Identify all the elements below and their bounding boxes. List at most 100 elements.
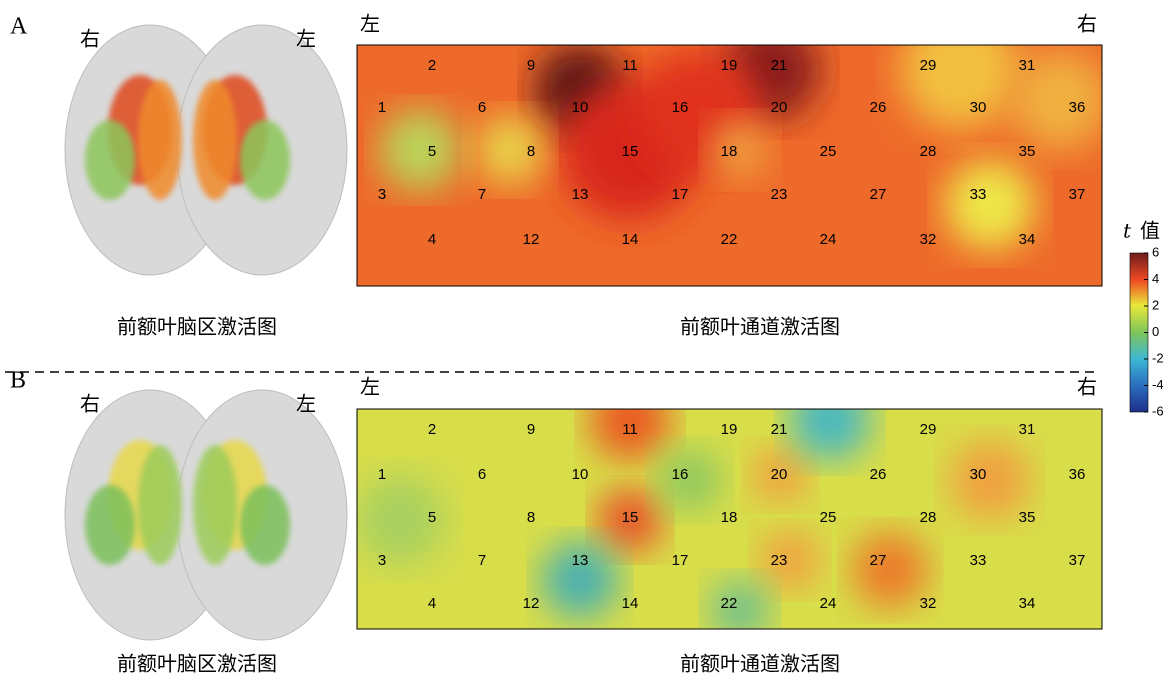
channel-label: 7 xyxy=(478,186,486,203)
channel-label: 32 xyxy=(920,595,937,612)
channel-label: 15 xyxy=(622,509,639,526)
heatmap-blob xyxy=(710,120,770,180)
channel-label: 7 xyxy=(478,552,486,569)
channel-label: 3 xyxy=(378,186,386,203)
channel-label: 12 xyxy=(523,595,540,612)
channel-label: 1 xyxy=(378,466,386,483)
channel-label: 22 xyxy=(721,595,738,612)
brain-right-label: 右 xyxy=(80,27,100,51)
channel-label: 14 xyxy=(622,595,639,612)
channel-label: 18 xyxy=(721,143,738,160)
heatmap-blob xyxy=(790,380,870,460)
channel-label: 2 xyxy=(428,421,436,438)
channel-label: 26 xyxy=(870,99,887,116)
channel-label: 2 xyxy=(428,57,436,74)
channel-label: 10 xyxy=(572,466,589,483)
channel-label: 9 xyxy=(527,421,535,438)
channel-label: 19 xyxy=(721,421,738,438)
channel-label: 23 xyxy=(771,552,788,569)
channel-label: 35 xyxy=(1019,509,1036,526)
activation-blob xyxy=(85,485,135,565)
channel-label: 17 xyxy=(672,186,689,203)
channel-label: 33 xyxy=(970,552,987,569)
channel-label: 11 xyxy=(622,57,638,74)
channel-label: 37 xyxy=(1069,186,1086,203)
activation-blob xyxy=(138,80,182,200)
activation-blob xyxy=(193,80,237,200)
figure: A右左前额叶脑区激活图左右前额叶通道激活图1234567891011121314… xyxy=(0,0,1172,678)
channel-label: 20 xyxy=(771,99,788,116)
brain-caption: 前额叶脑区激活图 xyxy=(117,652,277,676)
heatmap-blob xyxy=(760,530,820,590)
channel-label: 28 xyxy=(920,509,937,526)
channel-label: 22 xyxy=(721,231,738,248)
channel-label: 17 xyxy=(672,552,689,569)
channel-label: 27 xyxy=(870,552,887,569)
brain-caption: 前额叶脑区激活图 xyxy=(117,315,277,339)
brain-left-label: 左 xyxy=(296,27,316,51)
channel-label: 25 xyxy=(820,509,837,526)
channel-label: 34 xyxy=(1019,231,1036,248)
colorbar-tick-label: 4 xyxy=(1152,271,1159,286)
channel-label: 4 xyxy=(428,231,436,248)
channel-label: 21 xyxy=(771,421,788,438)
channel-label: 16 xyxy=(672,99,689,116)
channel-label: 32 xyxy=(920,231,937,248)
heatmap-blob xyxy=(710,580,770,640)
channel-label: 27 xyxy=(870,186,887,203)
channel-label: 13 xyxy=(572,186,589,203)
channel-label: 10 xyxy=(572,99,589,116)
colorbar-title: 值 xyxy=(1140,219,1160,243)
brain-image xyxy=(65,25,347,275)
channel-label: 29 xyxy=(920,421,937,438)
activation-blob xyxy=(138,445,182,565)
channel-label: 11 xyxy=(622,421,638,438)
brain-left-label: 左 xyxy=(296,392,316,416)
channel-label: 18 xyxy=(721,509,738,526)
brain-image xyxy=(65,390,347,640)
activation-blob xyxy=(193,445,237,565)
colorbar-tick-label: 6 xyxy=(1152,244,1159,259)
colorbar-tick-label: -2 xyxy=(1152,350,1164,365)
channel-label: 25 xyxy=(820,143,837,160)
channel-label: 15 xyxy=(622,143,639,160)
heatmap-right-label: 右 xyxy=(1077,375,1097,399)
channel-label: 1 xyxy=(378,99,386,116)
heatmap-caption: 前额叶通道激活图 xyxy=(680,652,840,676)
channel-label: 8 xyxy=(527,509,535,526)
panel-letter: B xyxy=(10,368,26,394)
colorbar-tick-label: -6 xyxy=(1152,403,1164,418)
channel-label: 4 xyxy=(428,595,436,612)
channel-label: 36 xyxy=(1069,99,1086,116)
channel-label: 30 xyxy=(970,466,987,483)
colorbar-tick-label: 2 xyxy=(1152,297,1159,312)
brain-right-label: 右 xyxy=(80,392,100,416)
channel-label: 14 xyxy=(622,231,639,248)
channel-label: 3 xyxy=(378,552,386,569)
heatmap-right-label: 右 xyxy=(1077,12,1097,36)
heatmap-blob xyxy=(380,110,460,190)
channel-label: 26 xyxy=(870,466,887,483)
activation-blob xyxy=(85,120,135,200)
channel-label: 36 xyxy=(1069,466,1086,483)
channel-label: 21 xyxy=(771,57,788,74)
channel-label: 31 xyxy=(1019,421,1036,438)
channel-label: 12 xyxy=(523,231,540,248)
channel-label: 33 xyxy=(970,186,987,203)
channel-label: 37 xyxy=(1069,552,1086,569)
channel-label: 24 xyxy=(820,231,837,248)
heatmap-left-label: 左 xyxy=(360,375,380,399)
channel-label: 24 xyxy=(820,595,837,612)
channel-label: 20 xyxy=(771,466,788,483)
channel-label: 30 xyxy=(970,99,987,116)
heatmap-caption: 前额叶通道激活图 xyxy=(680,315,840,339)
channel-label: 13 xyxy=(572,552,589,569)
channel-label: 19 xyxy=(721,57,738,74)
channel-label: 6 xyxy=(478,99,486,116)
heatmap-blob xyxy=(900,10,1020,130)
activation-blob xyxy=(240,120,290,200)
channel-label: 5 xyxy=(428,509,436,526)
colorbar-tick-label: 0 xyxy=(1152,324,1159,339)
channel-label: 8 xyxy=(527,143,535,160)
heatmap-blob xyxy=(658,448,722,512)
